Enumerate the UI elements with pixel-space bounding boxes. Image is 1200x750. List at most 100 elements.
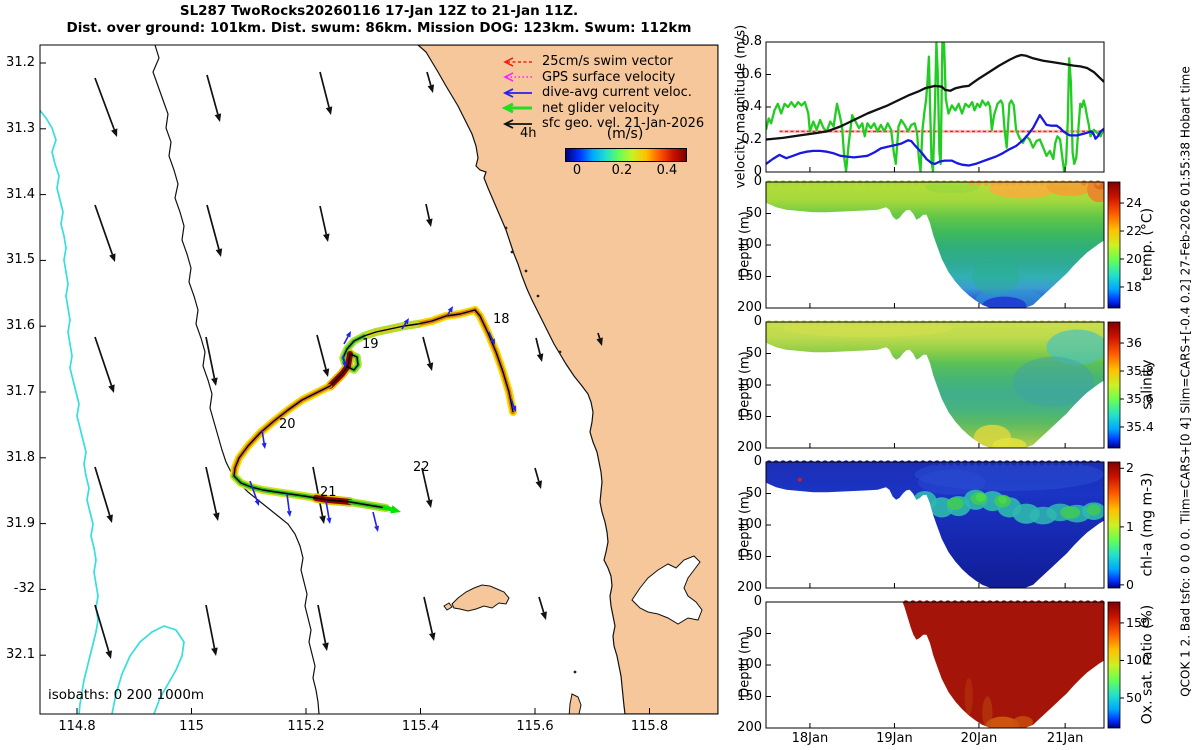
- surface-dot: [892, 180, 898, 186]
- surface-dot: [808, 180, 814, 186]
- surface-dot: [938, 600, 944, 606]
- figure-title-line2: Dist. over ground: 101km. Dist. swum: 86…: [66, 20, 692, 36]
- surface-dot: [1018, 460, 1024, 466]
- surface-dot: [1039, 460, 1045, 466]
- surface-dot: [1081, 180, 1087, 186]
- surface-dot: [1067, 180, 1073, 186]
- surface-dot: [994, 600, 1000, 606]
- surface-dot: [1095, 180, 1101, 186]
- islet-dot: [573, 670, 577, 674]
- ox-patch: [982, 696, 993, 728]
- surface-dot: [990, 460, 996, 466]
- date-tick-label: 21Jan: [1046, 731, 1084, 746]
- map-y-tick-label: 32.1: [6, 647, 35, 663]
- surface-dot: [969, 460, 975, 466]
- isobaths-note: isobaths: 0 200 1000m: [48, 687, 205, 703]
- ox-field: [902, 602, 1104, 728]
- surface-dot: [1088, 460, 1094, 466]
- surface-dot: [1022, 600, 1028, 606]
- geo-velocity-arrow: [425, 203, 433, 227]
- map-x-tick-label: 115.2: [287, 719, 325, 734]
- surface-dot: [1004, 180, 1010, 186]
- surface-dot: [969, 180, 975, 186]
- surface-dot: [1088, 320, 1094, 326]
- surface-dot: [794, 320, 800, 326]
- surface-dot: [955, 180, 961, 186]
- geo-velocity-arrow: [596, 332, 603, 346]
- surface-dot: [903, 600, 909, 606]
- surface-dot: [794, 460, 800, 466]
- ox-colorbar-tick-label: 100: [1126, 652, 1150, 668]
- surface-dot: [962, 180, 968, 186]
- temp-patch: [972, 257, 1020, 296]
- surface-dot: [850, 460, 856, 466]
- dive-avg-current-arrow: [261, 429, 267, 449]
- surface-dot: [920, 460, 926, 466]
- surface-dot: [997, 180, 1003, 186]
- surface-dot: [836, 320, 842, 326]
- surface-dot: [822, 180, 828, 186]
- ox-patch: [1012, 716, 1034, 728]
- surface-dot: [1053, 320, 1059, 326]
- surface-dot: [843, 180, 849, 186]
- dive-avg-current-arrow: [401, 318, 409, 330]
- surface-dot: [913, 320, 919, 326]
- depth-tick-label: 100: [737, 657, 762, 672]
- surface-dot: [1046, 460, 1052, 466]
- surface-dot: [899, 180, 905, 186]
- surface-dot: [976, 320, 982, 326]
- track-day-label: 18: [493, 312, 510, 327]
- surface-dot: [983, 180, 989, 186]
- surface-dot: [990, 180, 996, 186]
- geo-velocity-arrow: [534, 467, 543, 489]
- surface-dot: [906, 460, 912, 466]
- chl-colorbar-tick-label: 0: [1126, 576, 1134, 592]
- dive-avg-current-arrow: [488, 331, 495, 345]
- chl-patch: [1060, 506, 1081, 519]
- isobath-1000m: [40, 109, 99, 714]
- surface-dot: [836, 180, 842, 186]
- geo-velocity-arrow: [94, 77, 118, 137]
- salinity-colorbar: [1107, 321, 1121, 449]
- legend-item-label: sfc geo. vel. 21-Jan-2026: [542, 116, 705, 132]
- depth-tick-label: 50: [745, 205, 762, 221]
- map-x-tick-label: 115: [179, 719, 204, 734]
- geo-velocity-arrow: [94, 604, 112, 659]
- surface-dot: [829, 320, 835, 326]
- surface-dot: [973, 600, 979, 606]
- surface-dot: [1018, 320, 1024, 326]
- surface-dot: [917, 600, 923, 606]
- surface-dot: [773, 460, 779, 466]
- surface-dot: [766, 460, 772, 466]
- ox-patch: [985, 716, 1020, 728]
- surface-dot: [780, 320, 786, 326]
- salinity-patch: [1012, 356, 1094, 408]
- surface-dot: [1067, 320, 1073, 326]
- figure-title-line1: SL287 TwoRocks20260116 17-Jan 12Z to 21-…: [179, 3, 579, 19]
- chl-colorbar-tick-label: 2: [1126, 460, 1134, 476]
- surface-dot: [934, 180, 940, 186]
- surface-dot: [920, 180, 926, 186]
- surface-dot: [1011, 180, 1017, 186]
- map-y-tick-label: 31.7: [6, 384, 35, 399]
- surface-dot: [1067, 460, 1073, 466]
- surface-dot: [1029, 600, 1035, 606]
- surface-dot: [899, 320, 905, 326]
- track-day-label: 20: [279, 417, 296, 432]
- surface-dot: [1095, 460, 1101, 466]
- surface-dot: [969, 320, 975, 326]
- islet-dot: [524, 269, 528, 273]
- surface-dot: [913, 460, 919, 466]
- surface-dot: [959, 600, 965, 606]
- geo-velocity-arrow: [423, 596, 436, 641]
- surface-dot: [1001, 600, 1007, 606]
- isobath-1000m-loop: [111, 625, 185, 714]
- geo-velocity-arrow: [535, 337, 544, 362]
- track-centerline: [233, 309, 514, 509]
- surface-dot: [962, 460, 968, 466]
- surface-dot: [766, 180, 772, 186]
- date-tick-label: 19Jan: [876, 731, 913, 746]
- coastal-sound: [631, 555, 703, 625]
- surface-dot: [1074, 180, 1080, 186]
- surface-dot: [780, 460, 786, 466]
